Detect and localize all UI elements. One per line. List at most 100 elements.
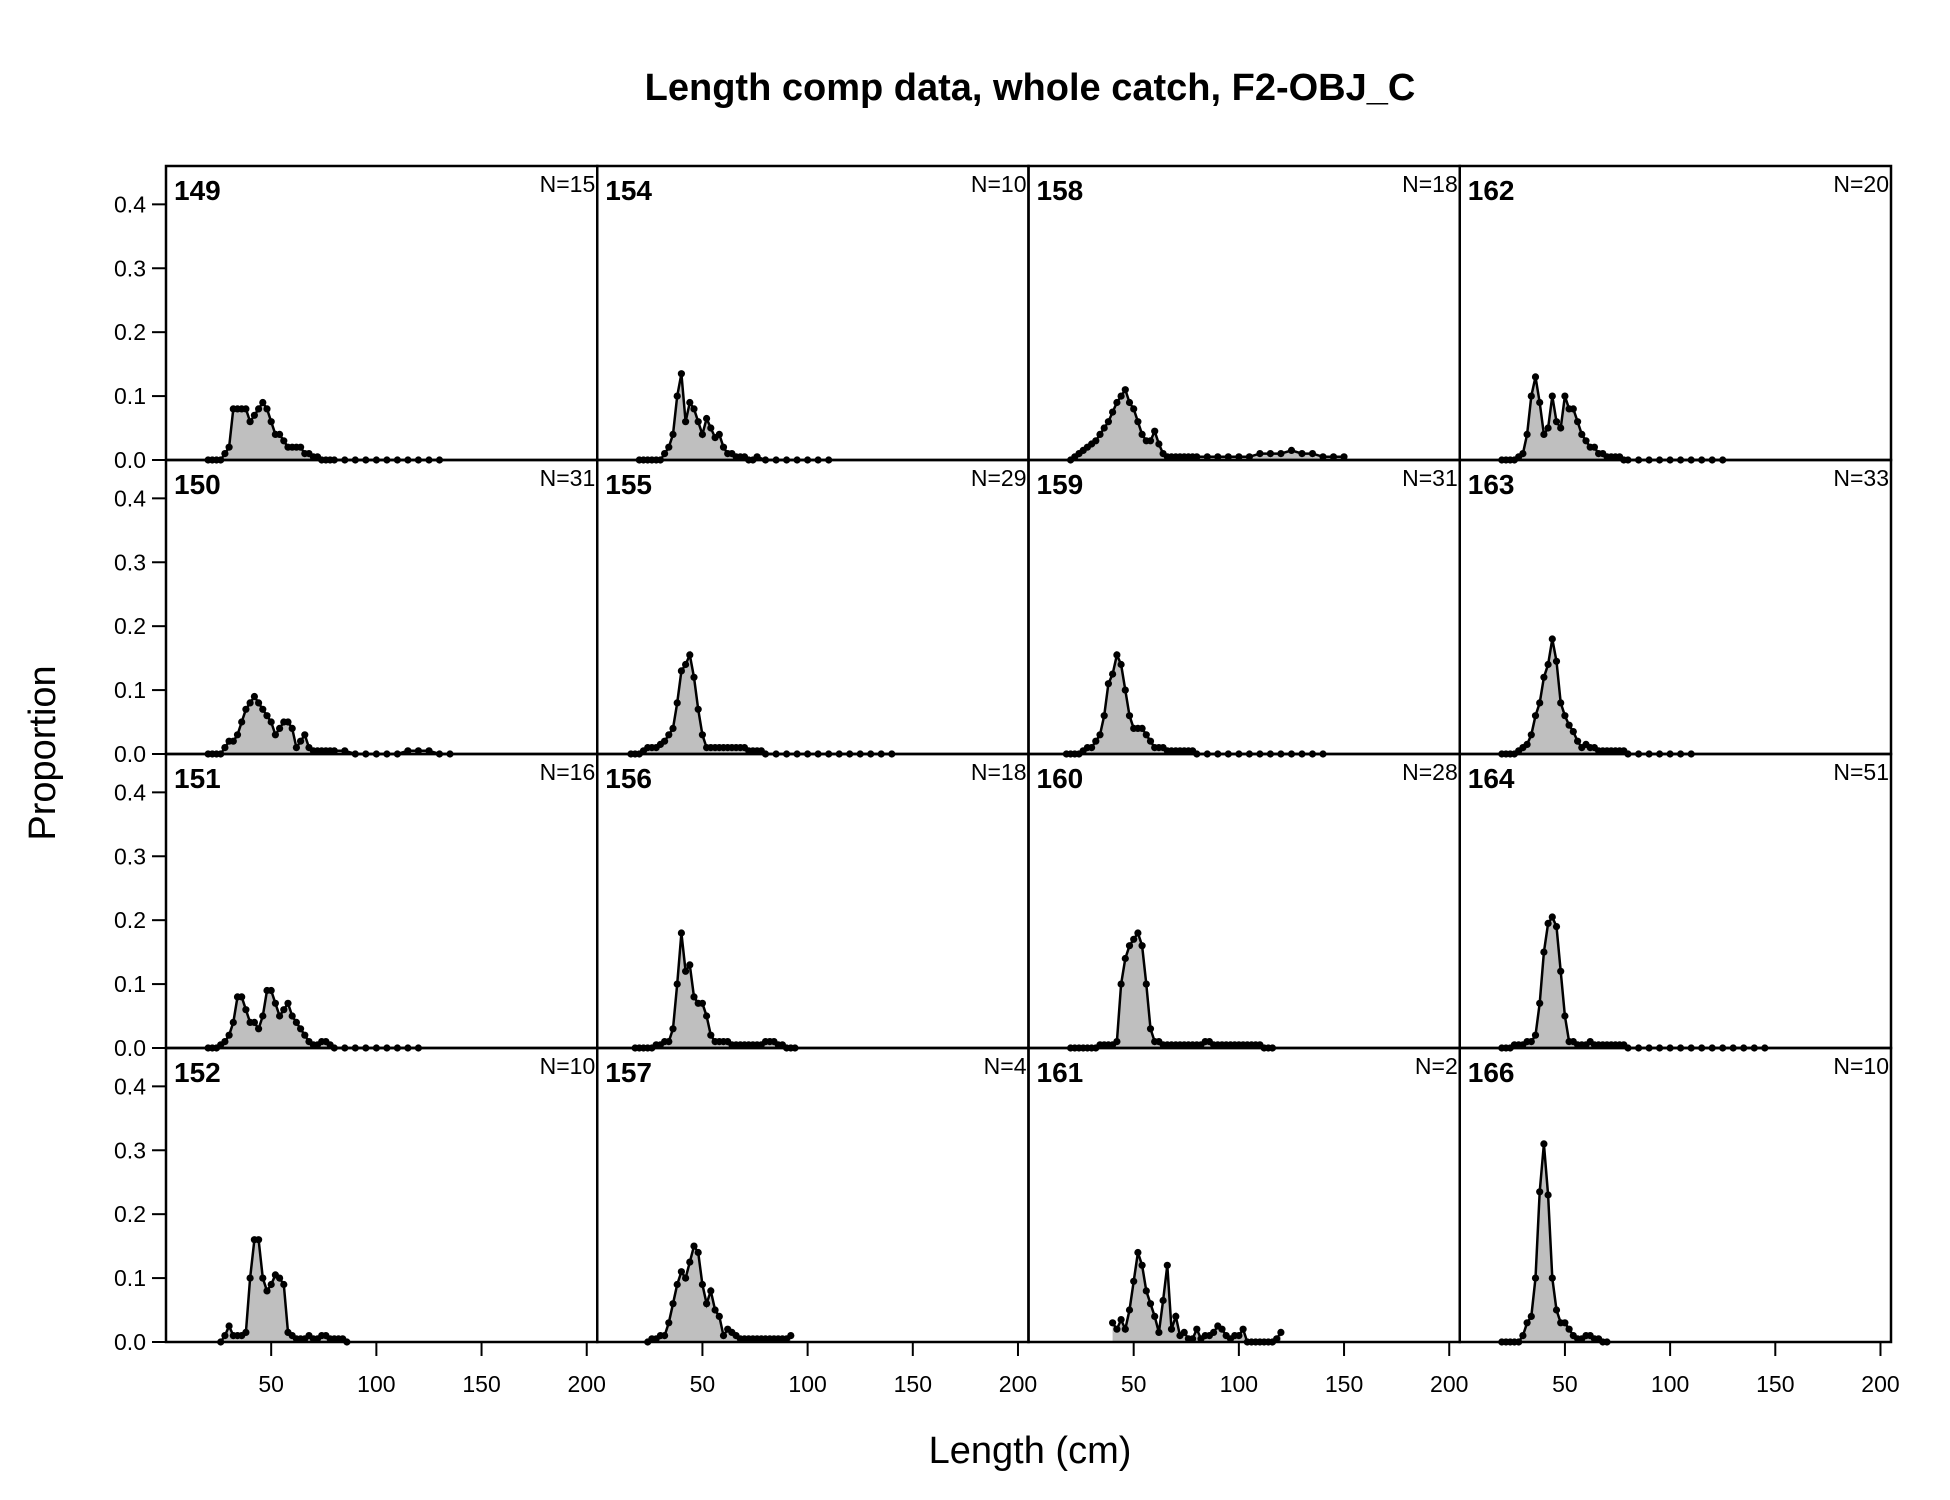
- x-tick-label: 50: [690, 1371, 716, 1397]
- data-point: [250, 692, 258, 701]
- data-point: [1536, 699, 1544, 707]
- data-point: [715, 1312, 723, 1320]
- data-point: [221, 450, 229, 458]
- data-point: [1536, 398, 1544, 407]
- y-tick-label: 0.4: [114, 1073, 146, 1099]
- data-point: [1167, 1325, 1176, 1333]
- data-point: [1146, 737, 1155, 745]
- data-point: [250, 411, 258, 419]
- panel-161: 161 N=2 50 100 150 200: [1027, 1046, 1468, 1397]
- sample-size-label: N=20: [1833, 171, 1889, 197]
- panel-158: 158 N=18: [1027, 164, 1461, 464]
- data-point: [1561, 712, 1569, 720]
- data-point: [267, 986, 275, 995]
- data-point: [271, 731, 279, 739]
- data-point: [1557, 699, 1565, 707]
- data-point: [284, 718, 292, 726]
- data-point: [1130, 935, 1138, 943]
- area-fill: [1070, 389, 1344, 460]
- data-point: [1531, 1031, 1540, 1039]
- data-point: [1189, 1335, 1197, 1343]
- series-line: [635, 932, 795, 1050]
- data-point: [1092, 437, 1100, 445]
- data-point: [1561, 1319, 1569, 1327]
- data-point: [221, 1332, 229, 1340]
- data-point: [677, 667, 686, 675]
- panel-frame: [164, 458, 599, 756]
- data-point: [1096, 731, 1104, 739]
- data-point: [1104, 680, 1112, 688]
- panel-label: 155: [605, 469, 652, 500]
- panel-frame: [1458, 458, 1893, 756]
- panel-label: 149: [174, 175, 221, 206]
- data-point: [707, 1287, 715, 1295]
- data-point: [1544, 1191, 1552, 1199]
- y-tick-label: 0.4: [114, 779, 146, 805]
- data-point: [271, 999, 279, 1007]
- data-point: [673, 980, 681, 988]
- data-point: [1096, 430, 1104, 438]
- x-tick-label: 200: [1861, 1371, 1899, 1397]
- panel-label: 158: [1037, 175, 1084, 206]
- data-point: [1125, 1306, 1134, 1314]
- data-point: [1125, 398, 1134, 407]
- data-point: [1117, 660, 1125, 669]
- data-point: [677, 1268, 686, 1276]
- data-point: [1574, 737, 1582, 745]
- data-point: [292, 744, 300, 752]
- panel-label: 151: [174, 763, 221, 794]
- x-tick-label: 200: [1430, 1371, 1468, 1397]
- series-line: [1070, 930, 1273, 1050]
- area-fill: [1070, 933, 1273, 1048]
- data-point: [1138, 1261, 1146, 1269]
- data-point: [1134, 418, 1142, 426]
- x-tick-label: 200: [568, 1371, 606, 1397]
- data-point: [682, 418, 690, 426]
- data-point: [1117, 980, 1125, 988]
- data-point: [1519, 450, 1527, 458]
- data-point: [787, 1332, 795, 1340]
- data-point: [1256, 450, 1264, 458]
- data-point: [242, 1328, 250, 1336]
- y-tick-label: 0.2: [114, 1201, 146, 1227]
- data-point: [225, 1322, 233, 1330]
- data-point: [698, 1280, 707, 1289]
- panel-label: 162: [1468, 175, 1515, 206]
- data-point: [707, 1031, 715, 1039]
- panel-label: 159: [1037, 469, 1084, 500]
- data-point: [1523, 740, 1531, 749]
- data-point: [267, 718, 275, 726]
- data-point: [1239, 1325, 1247, 1333]
- data-point: [690, 1242, 698, 1250]
- data-point: [1277, 450, 1285, 458]
- x-tick-label: 200: [999, 1371, 1037, 1397]
- panel-label: 160: [1037, 763, 1084, 794]
- data-point: [661, 737, 669, 745]
- data-point: [301, 731, 309, 739]
- panel-grid: 149 N=15 0.0 0.1 0.2 0.3 0.4 150 N=31 0.0 0.1 0.2 0.…: [114, 164, 1900, 1397]
- data-point: [301, 1031, 309, 1039]
- data-point: [246, 699, 254, 707]
- data-point: [276, 1274, 284, 1282]
- y-tick-label: 0.2: [114, 613, 146, 639]
- panel-163: 163 N=33: [1458, 458, 1893, 758]
- data-point: [297, 737, 305, 745]
- data-point: [694, 705, 702, 713]
- sample-size-label: N=51: [1833, 759, 1889, 785]
- panel-164: 164 N=51: [1458, 752, 1893, 1052]
- panel-frame: [1458, 752, 1893, 1050]
- data-point: [1531, 1274, 1540, 1282]
- sample-size-label: N=28: [1402, 759, 1458, 785]
- data-point: [719, 1332, 728, 1340]
- data-point: [1193, 453, 1201, 461]
- panel-151: 151 N=16 0.0 0.1 0.2 0.3 0.4: [114, 752, 599, 1061]
- data-point: [690, 673, 698, 681]
- data-point: [259, 1012, 267, 1020]
- data-point: [238, 718, 246, 726]
- data-point: [665, 443, 673, 451]
- y-tick-label: 0.0: [114, 1329, 146, 1355]
- data-point: [1527, 392, 1535, 400]
- data-point: [1218, 1325, 1226, 1333]
- data-point: [263, 1287, 271, 1295]
